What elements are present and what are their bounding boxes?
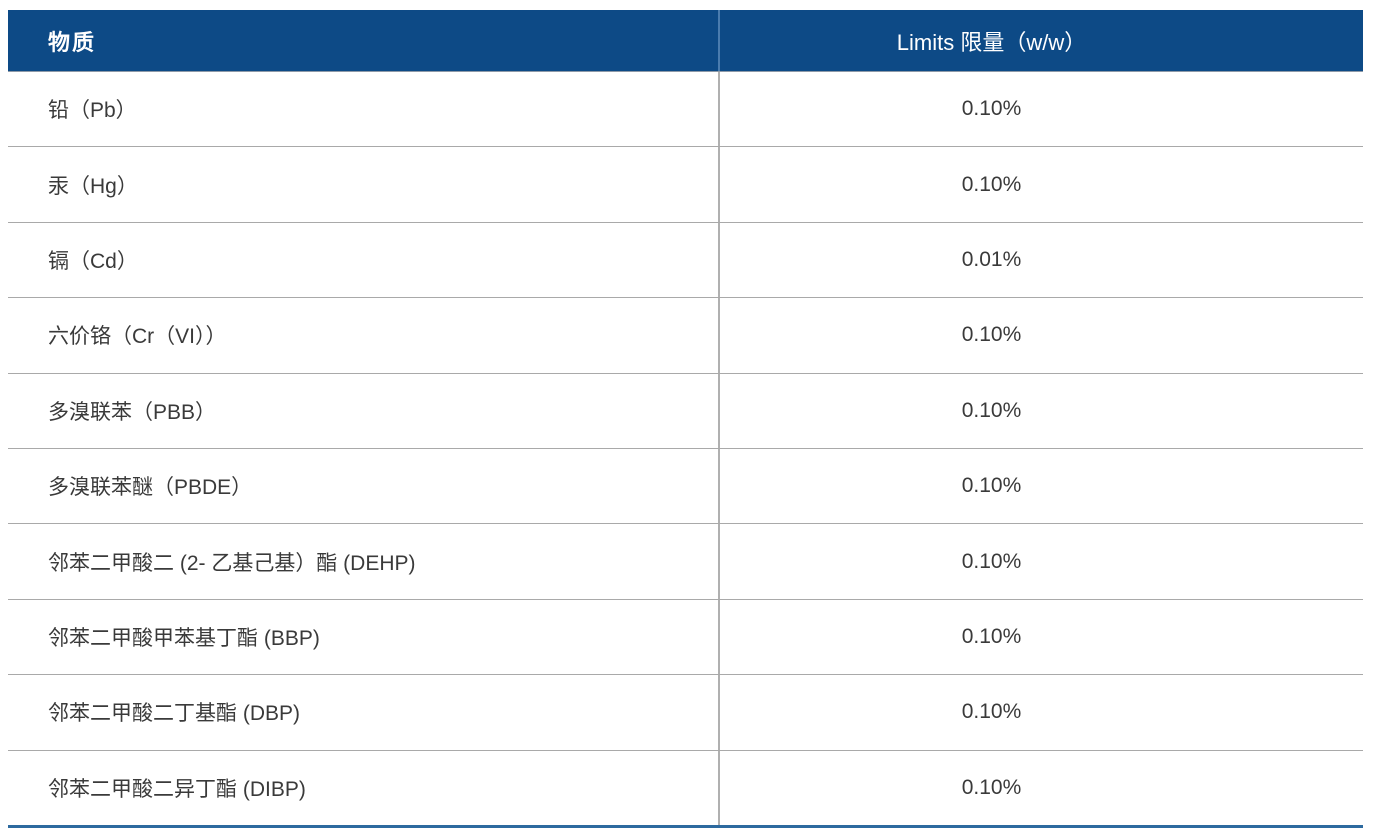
substance-cell: 邻苯二甲酸二丁基酯 (DBP) xyxy=(48,702,300,726)
table-body: 铅（Pb） 0.10% 汞（Hg） 0.10% 镉（Cd） 0.01% 六价铬（Cr（VI）… xyxy=(8,72,1363,828)
table-row: 镉（Cd） 0.01% xyxy=(8,222,1363,299)
table-row: 汞（Hg） 0.10% xyxy=(8,147,1363,223)
table-row: 六价铬（Cr（VI）） 0.10% xyxy=(8,298,1363,374)
table-header-row: 物质 Limits 限量（w/w） xyxy=(8,10,1363,72)
table-row: 邻苯二甲酸甲苯基丁酯 (BBP) 0.10% xyxy=(8,599,1363,676)
substance-cell: 邻苯二甲酸二异丁酯 (DIBP) xyxy=(48,777,306,801)
column-header-substance: 物质 xyxy=(48,29,97,55)
substance-cell: 汞（Hg） xyxy=(48,174,138,198)
substance-cell: 邻苯二甲酸甲苯基丁酯 (BBP) xyxy=(48,627,320,651)
table-row: 铅（Pb） 0.10% xyxy=(8,72,1363,148)
substance-cell: 多溴联苯（PBB） xyxy=(48,400,217,424)
limit-cell: 0.10% xyxy=(718,449,1363,524)
rohs-limits-table: 物质 Limits 限量（w/w） 铅（Pb） 0.10% 汞（Hg） 0.10% 镉（… xyxy=(8,10,1363,828)
table-row: 邻苯二甲酸二异丁酯 (DIBP) 0.10% xyxy=(8,750,1363,826)
substance-cell: 六价铬（Cr（VI）） xyxy=(48,325,227,349)
limit-cell: 0.10% xyxy=(718,147,1363,222)
limit-cell: 0.10% xyxy=(718,675,1363,750)
substance-cell: 邻苯二甲酸二 (2- 乙基己基）酯 (DEHP) xyxy=(48,551,416,575)
table-row: 邻苯二甲酸二 (2- 乙基己基）酯 (DEHP) 0.10% xyxy=(8,524,1363,600)
limit-cell: 0.10% xyxy=(718,373,1363,449)
limit-cell: 0.01% xyxy=(718,222,1363,298)
limit-cell: 0.10% xyxy=(718,750,1363,826)
table-row: 邻苯二甲酸二丁基酯 (DBP) 0.10% xyxy=(8,675,1363,751)
limit-cell: 0.10% xyxy=(718,298,1363,373)
limit-cell: 0.10% xyxy=(718,599,1363,675)
substance-cell: 多溴联苯醚（PBDE） xyxy=(48,476,253,500)
limit-cell: 0.10% xyxy=(718,72,1363,147)
table-row: 多溴联苯（PBB） 0.10% xyxy=(8,373,1363,450)
column-header-limits: Limits 限量（w/w） xyxy=(718,10,1363,71)
substance-cell: 铅（Pb） xyxy=(48,99,137,123)
table-row: 多溴联苯醚（PBDE） 0.10% xyxy=(8,449,1363,525)
substance-cell: 镉（Cd） xyxy=(48,250,138,274)
limit-cell: 0.10% xyxy=(718,524,1363,599)
